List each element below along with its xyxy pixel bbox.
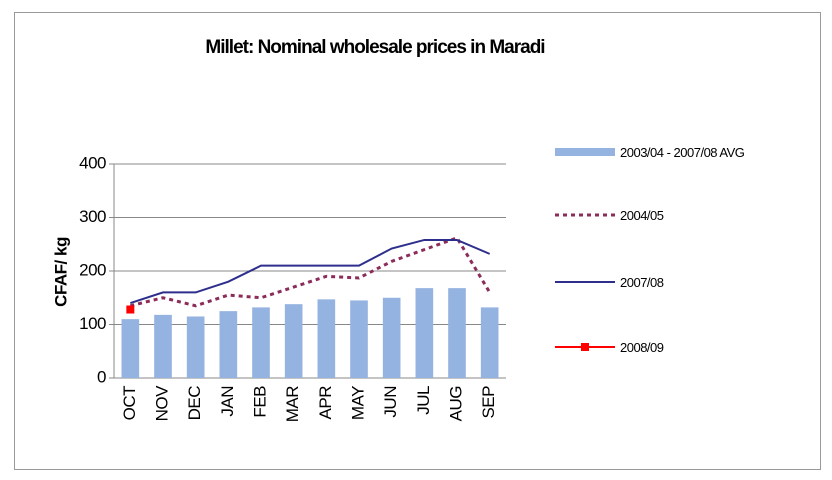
x-tick-label: OCT [120,386,139,421]
x-tick-label: DEC [185,386,204,421]
bar [382,297,401,378]
x-tick-label: JUL [414,386,433,415]
y-tick-label: 100 [79,314,106,333]
y-tick-label: 0 [97,367,106,386]
bar [448,288,466,378]
x-tick-label: JUN [381,386,400,418]
legend-label: 2003/04 - 2007/08 AVG [620,145,745,160]
x-tick-label: JAN [218,386,237,417]
bar [317,299,336,378]
x-tick-label: MAY [348,386,367,420]
chart-title: Millet: Nominal wholesale prices in Mara… [205,37,544,58]
legend-label: 2007/08 [620,275,664,290]
legend-label: 2008/09 [620,340,664,355]
x-tick-label: MAR [283,386,302,423]
legend-swatch [555,148,615,156]
bar [186,316,205,378]
line [129,236,491,308]
bar [415,288,434,378]
bar [219,311,238,378]
x-tick-label: APR [316,386,335,420]
y-tick-label: 400 [79,153,106,172]
bar [284,304,303,378]
chart-border [14,12,821,470]
bar [121,319,140,378]
x-tick-label: FEB [250,386,269,418]
bar [252,307,270,378]
bar [154,314,172,378]
y-tick-label: 200 [79,260,106,279]
x-tick-label: NOV [152,385,171,422]
bar [350,300,368,378]
y-axis-label: CFAF/ kg [51,237,70,307]
x-tick-label: AUG [446,386,465,421]
line [130,238,491,305]
bar [480,307,499,378]
legend-marker [581,343,589,351]
x-tick-label: SEP [479,386,498,419]
legend-label: 2004/05 [620,208,664,223]
marker [126,305,135,314]
y-tick-label: 300 [79,207,106,226]
